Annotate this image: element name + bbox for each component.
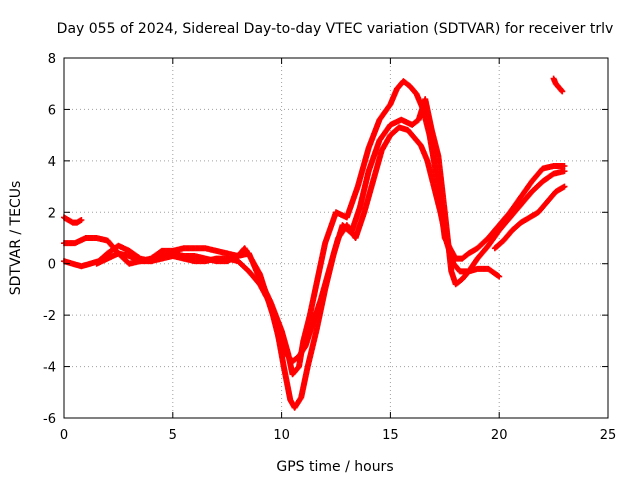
x-axis-label: GPS time / hours bbox=[276, 459, 393, 475]
chart-title: Day 055 of 2024, Sidereal Day-to-day VTE… bbox=[57, 21, 614, 37]
data-point bbox=[561, 163, 568, 169]
data-point bbox=[561, 183, 568, 190]
y-tick-label: 6 bbox=[48, 103, 56, 118]
series-early-segment bbox=[61, 214, 85, 226]
y-tick-label: 4 bbox=[48, 155, 56, 170]
axis-ticks: 0 5 10 15 20 25 -6 -4 -2 0 2 4 6 8 bbox=[43, 52, 616, 443]
y-axis-label: SDTVAR / TECUs bbox=[8, 181, 24, 296]
series-track-c bbox=[93, 124, 503, 365]
x-tick-label: 5 bbox=[169, 428, 177, 443]
series-track-b bbox=[61, 96, 568, 411]
data-point bbox=[78, 217, 85, 223]
data-point bbox=[496, 273, 503, 280]
y-tick-label: -6 bbox=[43, 412, 56, 427]
y-tick-label: 0 bbox=[48, 258, 56, 273]
y-tick-label: -2 bbox=[43, 309, 56, 324]
data-point bbox=[561, 168, 568, 175]
series-late-segment bbox=[550, 75, 566, 95]
plot-frame bbox=[63, 57, 609, 419]
series-track-d bbox=[491, 183, 568, 252]
x-tick-label: 20 bbox=[491, 428, 508, 443]
x-tick-label: 10 bbox=[273, 428, 290, 443]
x-tick-label: 15 bbox=[382, 428, 399, 443]
y-tick-label: 8 bbox=[48, 52, 56, 67]
x-tick-label: 0 bbox=[60, 428, 68, 443]
x-tick-label: 25 bbox=[600, 428, 617, 443]
plot-area bbox=[61, 75, 568, 411]
data-point bbox=[559, 88, 566, 95]
y-tick-label: -4 bbox=[43, 361, 56, 376]
y-tick-label: 2 bbox=[48, 206, 56, 221]
